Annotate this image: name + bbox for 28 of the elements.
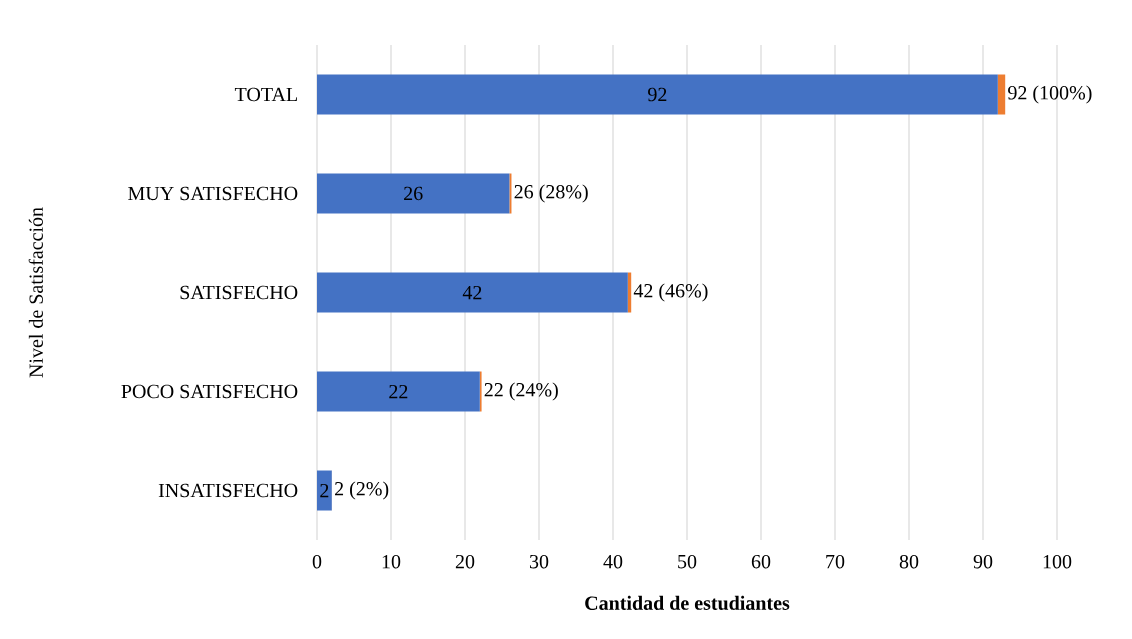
- data-label: 2 (2%): [335, 481, 389, 500]
- data-label: 26: [404, 186, 423, 201]
- y-tick-label: POCO SATISFECHO: [121, 384, 298, 399]
- data-label: 42 (46%): [633, 283, 708, 302]
- y-tick-label: INSATISFECHO: [158, 483, 298, 498]
- x-tick-label: 60: [751, 554, 771, 569]
- x-tick-label: 100: [1043, 554, 1072, 569]
- x-tick-label: 70: [826, 554, 845, 569]
- data-label: 92 (100%): [1008, 85, 1092, 104]
- y-tick-label: SATISFECHO: [180, 285, 298, 300]
- y-tick-label: MUY SATISFECHO: [128, 186, 298, 201]
- x-tick-label: 50: [678, 554, 697, 569]
- y-axis-title: Nivel de Satisfacción: [28, 207, 43, 378]
- x-tick-label: 10: [382, 554, 401, 569]
- x-tick-label: 20: [455, 554, 475, 569]
- x-tick-label: 40: [603, 554, 623, 569]
- x-axis-title: Cantidad de estudiantes: [585, 595, 790, 610]
- data-label: 22 (24%): [484, 382, 558, 401]
- x-tick-label: 0: [312, 554, 322, 569]
- data-label: 92: [648, 87, 667, 102]
- data-label: 2: [320, 483, 329, 498]
- x-tick-label: 30: [529, 554, 549, 569]
- data-label: 26 (28%): [514, 184, 588, 203]
- x-tick-label: 90: [973, 554, 993, 569]
- data-label: 22: [389, 384, 408, 399]
- data-label: 42: [462, 285, 482, 300]
- y-tick-label: TOTAL: [234, 87, 297, 102]
- x-tick-label: 80: [899, 554, 919, 569]
